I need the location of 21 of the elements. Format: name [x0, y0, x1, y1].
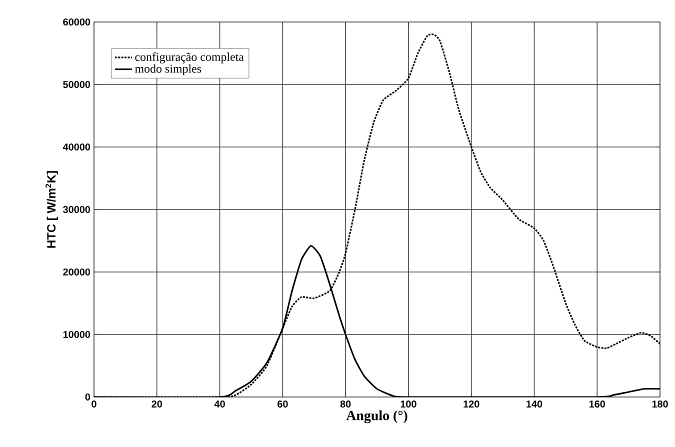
y-tick-label: 20000 — [63, 268, 90, 276]
x-tick-label: 160 — [589, 400, 606, 408]
x-tick-label: 60 — [277, 400, 288, 408]
x-axis-title: Angulo (°) — [346, 410, 408, 424]
legend-label: modo simples — [135, 64, 202, 76]
y-tick-label: 50000 — [63, 80, 90, 88]
x-tick-label: 120 — [464, 400, 480, 408]
legend-label: configuração completa — [135, 52, 244, 64]
x-tick-label: 20 — [152, 400, 162, 408]
x-tick-label: 180 — [652, 400, 668, 408]
x-tick-label: 100 — [400, 400, 416, 408]
x-tick-label: 140 — [526, 400, 542, 408]
y-tick-label: 0 — [85, 393, 90, 401]
x-tick-label: 0 — [92, 400, 96, 408]
y-tick-label: 60000 — [63, 18, 90, 26]
x-tick-label: 40 — [214, 400, 225, 408]
y-tick-label: 30000 — [63, 206, 90, 214]
x-tick-label: 80 — [340, 400, 351, 408]
y-tick-label: 40000 — [62, 143, 90, 151]
y-tick-label: 10000 — [63, 330, 90, 338]
y-axis-title: HTC [ W/m$^{2}$K] — [46, 171, 58, 248]
